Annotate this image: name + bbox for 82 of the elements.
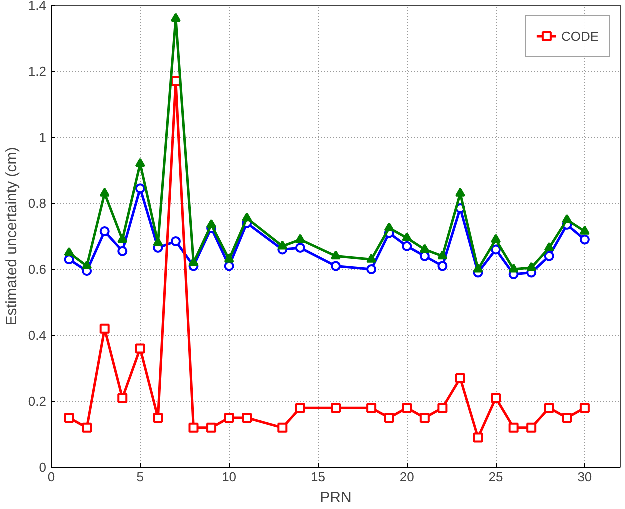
y-axis-title: Estimated uncertainty (cm)	[3, 147, 20, 326]
point	[100, 188, 110, 197]
point	[580, 234, 590, 245]
y-tick-label: 1	[39, 130, 47, 145]
point	[438, 261, 448, 272]
point	[100, 324, 110, 334]
point	[526, 262, 537, 272]
point	[170, 236, 181, 246]
y-tick-label: 0	[39, 460, 47, 475]
point	[64, 413, 74, 423]
point	[402, 403, 412, 414]
point	[295, 403, 306, 414]
point	[491, 234, 502, 244]
point	[455, 373, 466, 384]
x-axis-title: PRN	[320, 490, 352, 506]
point	[544, 403, 554, 414]
point	[278, 422, 288, 433]
point	[366, 254, 377, 263]
point	[473, 264, 484, 273]
point	[562, 413, 572, 423]
point	[508, 422, 519, 433]
point	[242, 212, 252, 222]
point	[455, 188, 466, 197]
point	[206, 219, 217, 228]
point	[508, 264, 519, 273]
point	[491, 244, 502, 255]
point	[118, 246, 128, 256]
y-tick-label: 0.2	[28, 394, 47, 409]
point	[82, 260, 92, 270]
point	[278, 240, 288, 250]
y-tick-label: 1.2	[28, 64, 47, 79]
point	[135, 344, 146, 354]
point	[64, 247, 74, 256]
point	[242, 413, 252, 423]
point	[473, 432, 484, 443]
point	[580, 403, 590, 414]
point	[188, 422, 199, 433]
x-tick-label: 15	[310, 470, 326, 484]
point	[402, 232, 412, 242]
point	[384, 222, 394, 232]
point	[135, 158, 146, 168]
point	[580, 226, 590, 235]
point	[331, 261, 341, 272]
y-tick-label: 0.8	[28, 196, 47, 211]
point	[438, 250, 448, 260]
point	[331, 403, 341, 414]
point	[188, 257, 199, 266]
point	[544, 251, 554, 262]
x-tick-label: 10	[222, 470, 237, 484]
point	[170, 13, 181, 22]
point	[366, 403, 377, 414]
x-tick-label: 30	[578, 470, 592, 484]
y-tick-label: 1.4	[28, 0, 47, 13]
x-tick-label: 5	[136, 470, 144, 484]
point	[562, 214, 572, 224]
point	[224, 254, 234, 263]
legend-label: CODE	[561, 28, 599, 44]
point	[118, 234, 128, 244]
point	[118, 393, 128, 404]
x-tick-label: 20	[400, 470, 414, 484]
point	[206, 422, 217, 433]
point	[420, 244, 430, 254]
point	[384, 413, 394, 423]
point	[331, 250, 341, 260]
point	[100, 226, 110, 237]
point	[224, 413, 234, 423]
point	[135, 184, 146, 194]
point	[402, 241, 412, 252]
point	[366, 264, 377, 274]
point	[438, 403, 448, 414]
y-tick-label: 0.6	[28, 262, 47, 277]
point	[295, 243, 306, 254]
point	[420, 413, 430, 423]
point	[526, 422, 537, 433]
y-tick-label: 0.4	[28, 328, 47, 343]
point	[544, 242, 554, 252]
point	[153, 237, 164, 246]
point	[82, 422, 92, 433]
point	[295, 234, 306, 244]
point	[491, 393, 502, 404]
x-tick-label: 25	[488, 470, 504, 484]
point	[153, 413, 164, 423]
